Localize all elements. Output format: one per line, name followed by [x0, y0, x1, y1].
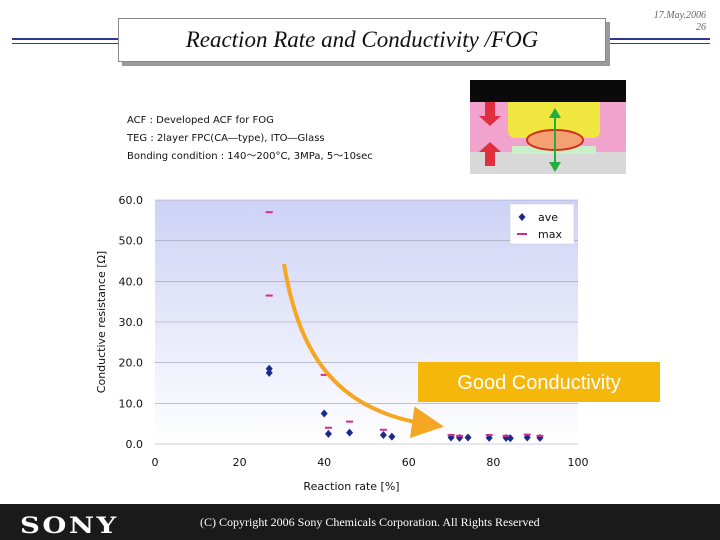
x-tick-label: 0 [152, 456, 159, 469]
data-point-ave [388, 432, 396, 441]
test-conditions: ACF : Developed ACF for FOG TEG : 2layer… [127, 112, 373, 166]
data-point-ave [320, 409, 328, 418]
legend-marker-ave [518, 213, 526, 221]
x-axis-label: Reaction rate [%] [303, 480, 399, 493]
x-tick-label: 40 [317, 456, 331, 469]
gap-arrow-icon [549, 108, 561, 172]
y-tick-label: 30.0 [119, 316, 144, 329]
y-tick-label: 50.0 [119, 235, 144, 248]
y-axis: 0.0 10.0 20.0 30.0 40.0 50.0 60.0 Conductive re… [95, 194, 143, 451]
connection-cross-section-diagram [470, 80, 626, 174]
trend-arrow-curve [282, 263, 444, 439]
data-point-ave [346, 428, 354, 437]
slide-date: 17.May.2006 [653, 10, 706, 21]
info-line-bonding: Bonding condition : 140～200°C, 3MPa, 5～1… [127, 151, 373, 162]
info-line-teg: TEG : 2layer FPC(CA―type), ITO―Glass [127, 133, 325, 144]
footer-bar: SONY (C) Copyright 2006 Sony Chemicals C… [0, 504, 720, 540]
data-point-ave [464, 433, 472, 442]
slide-date-block: 17.May.2006 26 [654, 10, 706, 34]
slide-title: Reaction Rate and Conductivity /FOG [185, 27, 539, 52]
y-tick-label: 10.0 [119, 397, 144, 410]
sony-logo: SONY [20, 513, 119, 539]
info-line-acf: ACF : Developed ACF for FOG [127, 115, 274, 126]
x-tick-label: 100 [568, 456, 589, 469]
annotation-box [418, 362, 660, 402]
data-point-ave [265, 368, 273, 377]
chart-marks [265, 211, 544, 443]
good-conductivity-annotation: Good Conductivity [418, 362, 660, 402]
y-tick-label: 0.0 [126, 438, 144, 451]
data-point-ave [265, 364, 273, 373]
x-axis: 0 20 40 60 80 100 Reaction rate [%] [152, 456, 589, 493]
y-axis-label: Conductive resistance [Ω] [95, 251, 108, 393]
chart-legend: ave max [509, 203, 575, 245]
trend-arrow [282, 263, 444, 439]
legend-box [509, 203, 575, 245]
header-rule-left-thin [12, 43, 118, 44]
header-rule-right-thin [610, 43, 710, 44]
x-tick-label: 80 [486, 456, 500, 469]
header-rule-right [610, 38, 710, 40]
y-tick-label: 60.0 [119, 194, 144, 207]
data-point-ave [324, 429, 332, 438]
copyright-text: (C) Copyright 2006 Sony Chemicals Corpor… [200, 515, 540, 529]
annotation-text: Good Conductivity [457, 372, 620, 394]
x-tick-label: 60 [402, 456, 416, 469]
page-number: 26 [696, 22, 706, 33]
y-tick-label: 40.0 [119, 275, 144, 288]
compression-arrow-icon [479, 102, 501, 166]
x-tick-label: 20 [233, 456, 247, 469]
data-point-ave [379, 431, 387, 440]
y-tick-label: 20.0 [119, 357, 144, 370]
header-rule-left [12, 38, 118, 40]
slide-title-box: Reaction Rate and Conductivity /FOG [118, 18, 606, 62]
legend-label: max [538, 228, 562, 241]
legend-label: ave [538, 211, 558, 224]
